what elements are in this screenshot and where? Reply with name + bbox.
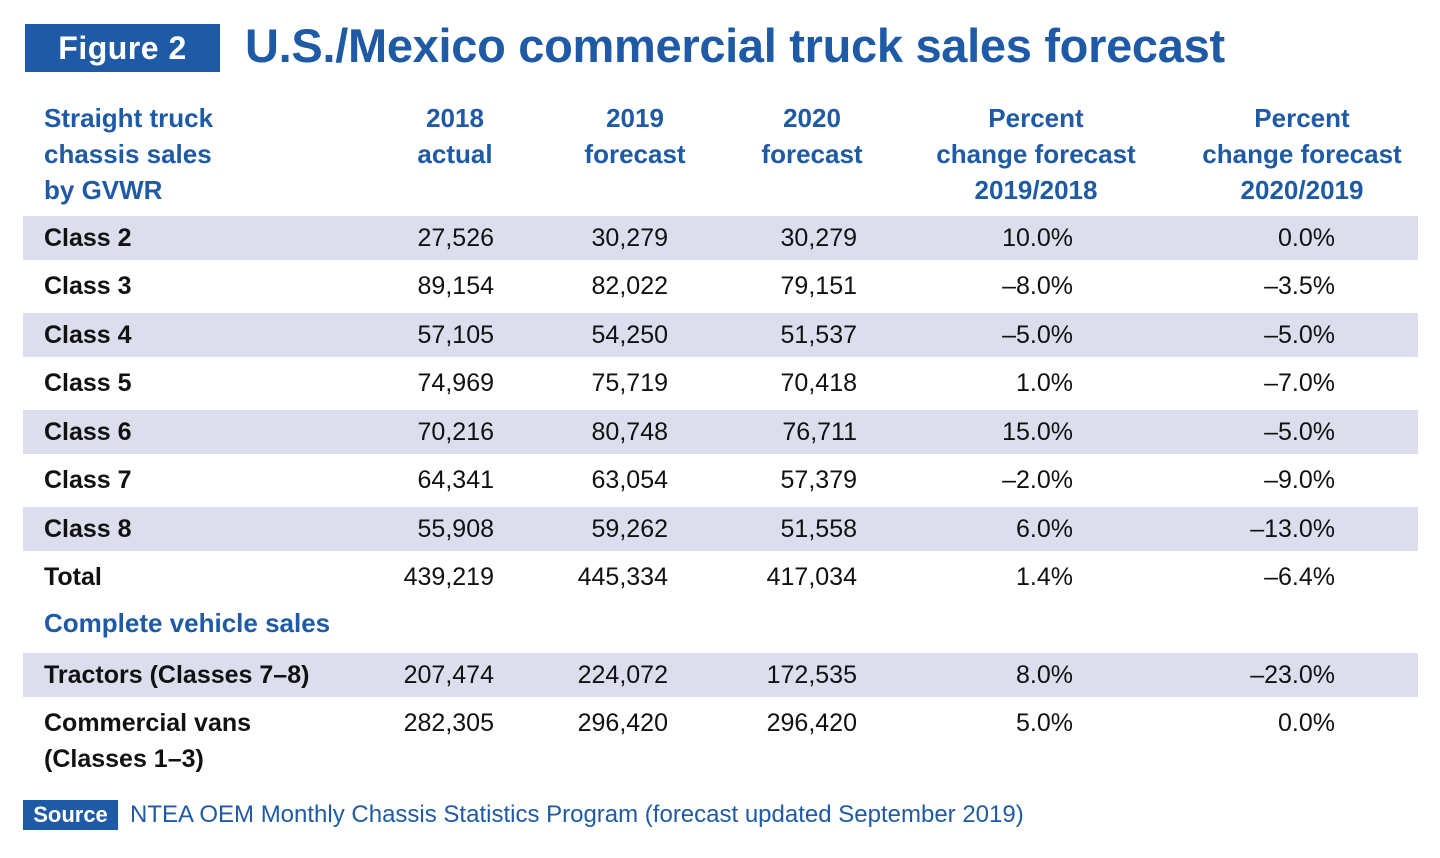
- value-2020: 79,151: [780, 272, 857, 300]
- value-pct-2020-2019: 0.0%: [1278, 224, 1335, 252]
- source-label: Source: [23, 800, 118, 830]
- value-pct-2020-2019: –5.0%: [1264, 418, 1335, 446]
- row-band: [23, 410, 1418, 454]
- page-title: U.S./Mexico commercial truck sales forec…: [245, 19, 1225, 72]
- row-band: [23, 507, 1418, 551]
- value-2020: 30,279: [780, 224, 857, 252]
- table-row: Commercial vans (Classes 1–3) 282,305 29…: [0, 701, 1440, 777]
- value-2019: 80,748: [591, 418, 668, 446]
- value-2018: 207,474: [403, 661, 494, 689]
- column-header-2018: 2018 actual: [417, 103, 493, 169]
- row-label: Class 4: [44, 321, 132, 349]
- value-2020: 172,535: [766, 661, 857, 689]
- table-row: Class 2 27,526 30,279 30,279 10.0% 0.0%: [0, 216, 1440, 260]
- row-label: Class 2: [44, 224, 132, 252]
- value-pct-2020-2019: –6.4%: [1264, 563, 1335, 591]
- row-label: Total: [44, 563, 102, 591]
- value-pct-2020-2019: –3.5%: [1264, 272, 1335, 300]
- table-row: Class 3 89,154 82,022 79,151 –8.0% –3.5%: [0, 264, 1440, 308]
- table-row: Class 5 74,969 75,719 70,418 1.0% –7.0%: [0, 361, 1440, 405]
- value-pct-2019-2018: 6.0%: [1016, 515, 1073, 543]
- value-2018: 89,154: [417, 272, 494, 300]
- value-2018: 64,341: [417, 466, 494, 494]
- value-2018: 439,219: [403, 563, 494, 591]
- value-2019: 445,334: [577, 563, 668, 591]
- table-row-total: Total 439,219 445,334 417,034 1.4% –6.4%: [0, 555, 1440, 599]
- value-pct-2020-2019: –13.0%: [1250, 515, 1335, 543]
- figure-label: Figure 2: [25, 24, 220, 72]
- value-2020: 417,034: [766, 563, 857, 591]
- value-pct-2019-2018: 10.0%: [1002, 224, 1073, 252]
- value-2018: 74,969: [417, 369, 494, 397]
- value-pct-2020-2019: –9.0%: [1264, 466, 1335, 494]
- source-text: NTEA OEM Monthly Chassis Statistics Prog…: [130, 801, 1024, 828]
- table-row: Class 6 70,216 80,748 76,711 15.0% –5.0%: [0, 410, 1440, 454]
- value-2018: 282,305: [403, 709, 494, 737]
- table-row: Class 4 57,105 54,250 51,537 –5.0% –5.0%: [0, 313, 1440, 357]
- row-band: [23, 216, 1418, 260]
- value-2020: 57,379: [780, 466, 857, 494]
- table-row: Class 7 64,341 63,054 57,379 –2.0% –9.0%: [0, 458, 1440, 502]
- column-header-category: Straight truck chassis sales by GVWR: [44, 103, 214, 205]
- column-header-2020: 2020 forecast: [761, 103, 863, 169]
- column-header-pct-2019-2018: Percent change forecast 2019/2018: [936, 103, 1136, 205]
- value-pct-2019-2018: 1.4%: [1016, 563, 1073, 591]
- value-2019: 75,719: [591, 369, 668, 397]
- value-2020: 76,711: [782, 418, 857, 446]
- value-2018: 55,908: [417, 515, 494, 543]
- row-label: Class 7: [44, 466, 132, 494]
- row-band: [23, 653, 1418, 697]
- section-heading: Complete vehicle sales: [44, 608, 331, 638]
- value-2018: 70,216: [417, 418, 494, 446]
- row-label: Commercial vans (Classes 1–3): [44, 709, 252, 773]
- value-2020: 51,558: [780, 515, 857, 543]
- value-2018: 27,526: [417, 224, 494, 252]
- value-pct-2019-2018: –2.0%: [1002, 466, 1073, 494]
- row-band: [23, 313, 1418, 357]
- row-label: Class 5: [44, 369, 132, 397]
- value-pct-2020-2019: –7.0%: [1264, 369, 1335, 397]
- table-row: Tractors (Classes 7–8) 207,474 224,072 1…: [0, 653, 1440, 697]
- value-2019: 30,279: [591, 224, 668, 252]
- table-row: Class 8 55,908 59,262 51,558 6.0% –13.0%: [0, 507, 1440, 551]
- value-pct-2019-2018: –8.0%: [1002, 272, 1073, 300]
- row-label: Class 6: [44, 418, 132, 446]
- value-2019: 59,262: [591, 515, 668, 543]
- value-pct-2019-2018: 8.0%: [1016, 661, 1073, 689]
- value-2019: 54,250: [591, 321, 668, 349]
- value-pct-2019-2018: –5.0%: [1002, 321, 1073, 349]
- value-2020: 51,537: [780, 321, 857, 349]
- value-pct-2020-2019: –23.0%: [1250, 661, 1335, 689]
- column-header-pct-2020-2019: Percent change forecast 2020/2019: [1202, 103, 1402, 205]
- column-header-2019: 2019 forecast: [584, 103, 686, 169]
- value-2020: 70,418: [780, 369, 857, 397]
- row-label: Class 3: [44, 272, 132, 300]
- value-pct-2019-2018: 15.0%: [1002, 418, 1073, 446]
- value-pct-2020-2019: 0.0%: [1278, 709, 1335, 737]
- value-2018: 57,105: [417, 321, 494, 349]
- value-pct-2019-2018: 5.0%: [1016, 709, 1073, 737]
- value-pct-2019-2018: 1.0%: [1016, 369, 1073, 397]
- row-label: Class 8: [44, 515, 132, 543]
- value-2019: 296,420: [577, 709, 668, 737]
- value-2019: 63,054: [591, 466, 668, 494]
- value-2019: 224,072: [577, 661, 668, 689]
- value-pct-2020-2019: –5.0%: [1264, 321, 1335, 349]
- value-2020: 296,420: [766, 709, 857, 737]
- value-2019: 82,022: [591, 272, 668, 300]
- row-label: Tractors (Classes 7–8): [44, 661, 310, 689]
